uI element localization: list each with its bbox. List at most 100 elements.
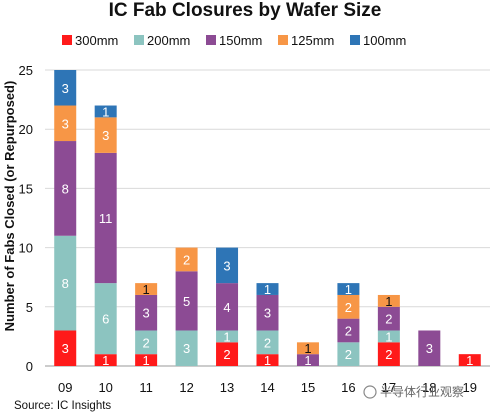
data-label: 2 [385, 312, 392, 327]
y-tick-label: 25 [19, 63, 33, 78]
bar-segment [256, 294, 279, 331]
data-label: 2 [385, 347, 392, 362]
legend-label: 100mm [363, 33, 406, 48]
data-label: 1 [102, 353, 109, 368]
data-label: 3 [62, 341, 69, 356]
x-tick-label: 18 [422, 380, 436, 395]
bar-segment [377, 330, 400, 343]
legend-swatch [62, 35, 72, 45]
legend-label: 200mm [147, 33, 190, 48]
y-tick-label: 10 [19, 241, 33, 256]
bar-segment [94, 283, 117, 355]
data-label: 1 [345, 282, 352, 297]
data-label: 6 [102, 312, 109, 327]
bar-segment [135, 330, 158, 355]
watermark-text: 半导体行业观察 [380, 385, 464, 399]
y-tick-label: 15 [19, 181, 33, 196]
bar-segment [175, 247, 198, 272]
bar-segment [418, 330, 441, 366]
bar-segment [256, 354, 279, 366]
data-label: 2 [143, 335, 150, 350]
x-tick-label: 10 [98, 380, 112, 395]
bar-segment [256, 283, 279, 295]
data-label: 3 [62, 116, 69, 131]
data-label: 2 [345, 347, 352, 362]
bar-segment [216, 283, 239, 331]
data-label: 5 [183, 294, 190, 309]
data-label: 3 [426, 341, 433, 356]
data-label: 8 [62, 276, 69, 291]
data-label: 11 [99, 211, 113, 226]
data-label: 1 [466, 353, 473, 368]
data-label: 2 [223, 347, 230, 362]
data-label: 2 [345, 323, 352, 338]
data-label: 4 [223, 300, 230, 315]
source-note: Source: IC Insights [14, 400, 111, 412]
data-label: 3 [62, 81, 69, 96]
data-label: 3 [223, 258, 230, 273]
x-tick-label: 14 [260, 380, 274, 395]
bar-segment [458, 354, 481, 366]
legend-swatch [206, 35, 216, 45]
y-tick-label: 5 [26, 300, 33, 315]
bar-segment [94, 354, 117, 366]
bar-segment [175, 271, 198, 331]
data-label: 2 [183, 252, 190, 267]
data-label: 3 [102, 128, 109, 143]
data-label: 1 [264, 282, 271, 297]
data-label: 1 [143, 353, 150, 368]
legend-swatch [350, 35, 360, 45]
x-tick-label: 12 [179, 380, 193, 395]
bar-segment [377, 306, 400, 331]
legend-label: 150mm [219, 33, 262, 48]
bar-segment [135, 294, 158, 331]
bar-segment [256, 330, 279, 355]
bar-segment [54, 70, 77, 106]
y-tick-label: 20 [19, 122, 33, 137]
x-axis-ticks: 09 10 11 12 13 14 15 16 17 18 19 [58, 380, 477, 395]
bar-segment [337, 294, 360, 319]
x-tick-label: 09 [58, 380, 72, 395]
bar-segment [94, 152, 117, 284]
bar-segment [377, 342, 400, 366]
x-tick-label: 15 [301, 380, 315, 395]
y-axis-ticks: 0 5 10 15 20 25 [19, 63, 33, 374]
data-label: 1 [102, 104, 109, 119]
bar-segment [175, 330, 198, 366]
data-label: 3 [264, 306, 271, 321]
watermark: 半导体行业观察 [363, 385, 464, 399]
bar-segment [337, 318, 360, 343]
bar-segment [54, 141, 77, 236]
data-label: 2 [264, 335, 271, 350]
y-axis-label: Number of Fabs Closed (or Repurposed) [2, 81, 17, 332]
x-tick-label: 13 [220, 380, 234, 395]
data-label: 8 [62, 181, 69, 196]
bar-segment [337, 342, 360, 366]
data-label: 1 [264, 353, 271, 368]
y-tick-label: 0 [26, 359, 33, 374]
data-label: 1 [385, 329, 392, 344]
data-label: 2 [345, 300, 352, 315]
x-tick-label: 17 [382, 380, 396, 395]
bar-segment [337, 283, 360, 295]
legend-label: 125mm [291, 33, 334, 48]
data-label: 1 [143, 282, 150, 297]
legend-label: 300mm [75, 33, 118, 48]
data-label: 1 [385, 294, 392, 309]
watermark-logo-icon [363, 385, 377, 399]
bar-segment [94, 105, 117, 118]
bar-segment [135, 354, 158, 366]
x-tick-label: 16 [341, 380, 355, 395]
bar-segment [135, 283, 158, 295]
bar-segment [216, 342, 239, 366]
legend-swatch [134, 35, 144, 45]
data-label: 1 [223, 329, 230, 344]
gridlines [45, 69, 490, 367]
bar-segment [54, 330, 77, 366]
data-label: 3 [143, 306, 150, 321]
bar-segment [296, 342, 319, 355]
x-tick-label: 19 [463, 380, 477, 395]
chart-title: IC Fab Closures by Wafer Size [109, 0, 382, 21]
